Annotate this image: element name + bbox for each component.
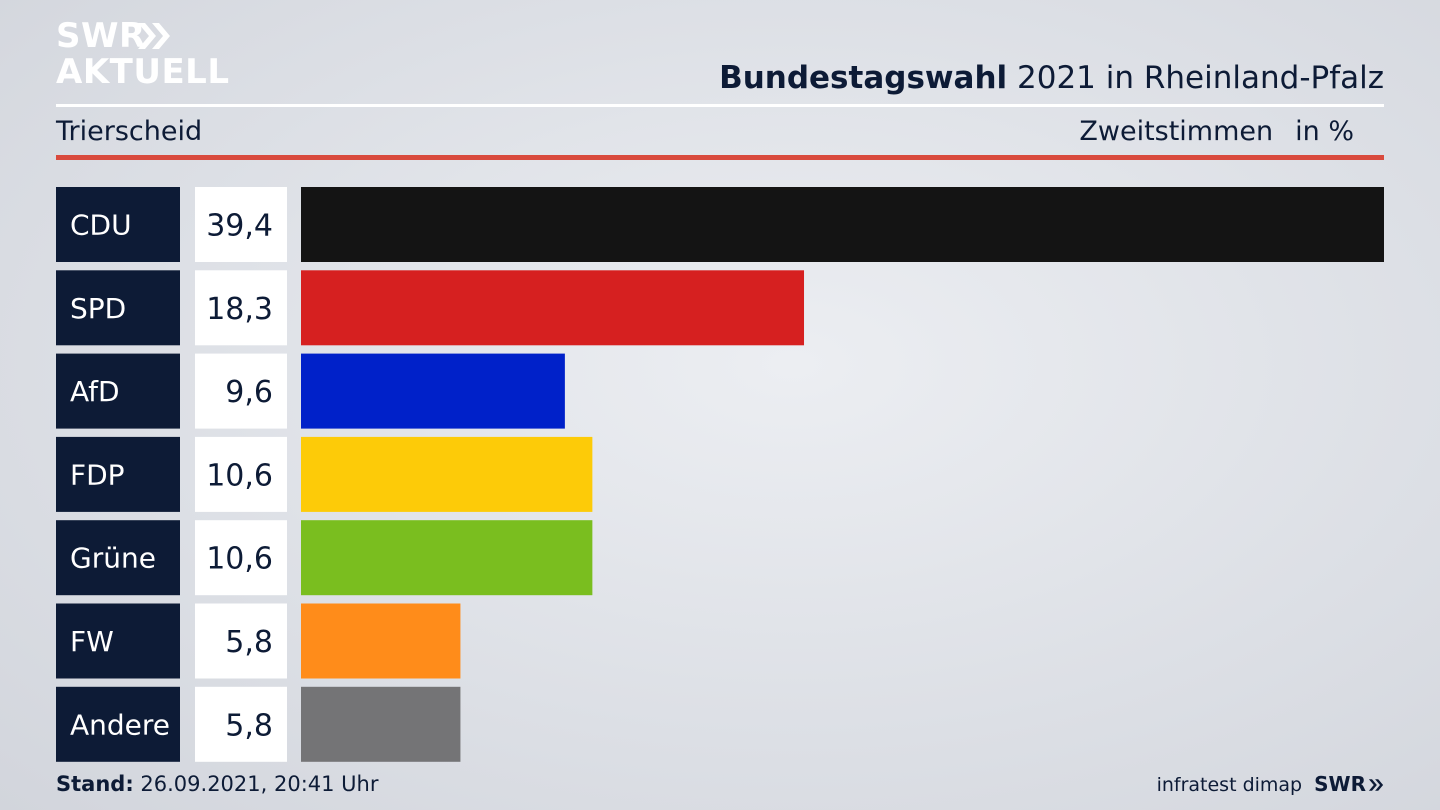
bar-row-fdp: FDP 10,6 [56,436,593,512]
value-box [195,353,287,429]
value-box [195,520,287,596]
logo-line-1: SWR [56,16,146,56]
bar-row-gr-ne: Grüne 10,6 [56,520,593,596]
bar-row-spd: SPD 18,3 [56,270,805,346]
value-label: 9,6 [225,375,273,410]
vote-type-heading: Zweitstimmen in % [1079,114,1354,150]
party-label-box [56,270,180,346]
logo-line-2: AKTUELL [56,52,230,92]
bar-cdu [301,187,1384,262]
party-label: FW [70,625,114,658]
source-label: infratest dimap [1156,774,1303,796]
bar-spd [301,270,805,346]
party-label: FDP [70,458,125,491]
stand-label: Stand: [56,772,134,796]
bar-row-afd: AfD 9,6 [56,353,565,429]
vote-type-label: Zweitstimmen [1079,116,1274,147]
unit-label: in % [1295,116,1354,147]
party-label: AfD [70,375,120,408]
region-label: Trierscheid [56,116,203,147]
bar-fdp [301,436,593,512]
value-label: 5,8 [225,625,273,660]
footer-swr-logo: SWR [1314,772,1366,796]
value-label: 18,3 [206,292,273,327]
party-label: Andere [70,708,170,741]
logo-chevrons-icon [138,23,170,49]
bar-row-fw: FW 5,8 [56,603,461,679]
accent-rule [56,155,1384,160]
bar-fw [301,603,461,679]
party-label: Grüne [70,542,156,575]
title-bold: Bundestagswahl [719,60,1008,96]
value-box [195,436,287,512]
chart-title: Bundestagswahl 2021 in Rheinland-Pfalz [719,58,1384,98]
party-label-box [56,603,180,679]
party-label-box [56,520,180,596]
footer-chevrons-icon [1368,779,1384,791]
value-box [195,603,287,679]
value-label: 10,6 [206,458,273,493]
value-box [195,686,287,762]
header-divider [56,104,1384,107]
party-label: SPD [70,292,126,325]
source-credit: infratest dimap SWR [1157,770,1384,799]
bar-row-andere: Andere 5,8 [56,686,461,762]
value-box [195,270,287,346]
timestamp: Stand: 26.09.2021, 20:41 Uhr [56,770,379,798]
bar-gr-ne [301,520,593,596]
value-label: 5,8 [225,708,273,743]
party-label: CDU [70,209,132,242]
value-box [195,187,287,262]
bar-row-cdu: CDU 39,4 [56,187,1384,262]
party-label-box [56,436,180,512]
value-label: 10,6 [206,542,273,577]
party-label-box [56,686,180,762]
party-label-box [56,353,180,429]
bar-andere [301,686,461,762]
stand-value: 26.09.2021, 20:41 Uhr [133,772,379,796]
swr-aktuell-logo: SWR AKTUELL [56,16,229,90]
title-rest: 2021 in Rheinland-Pfalz [1007,60,1384,96]
party-label-box [56,187,180,262]
value-label: 39,4 [206,209,273,244]
bar-afd [301,353,565,429]
